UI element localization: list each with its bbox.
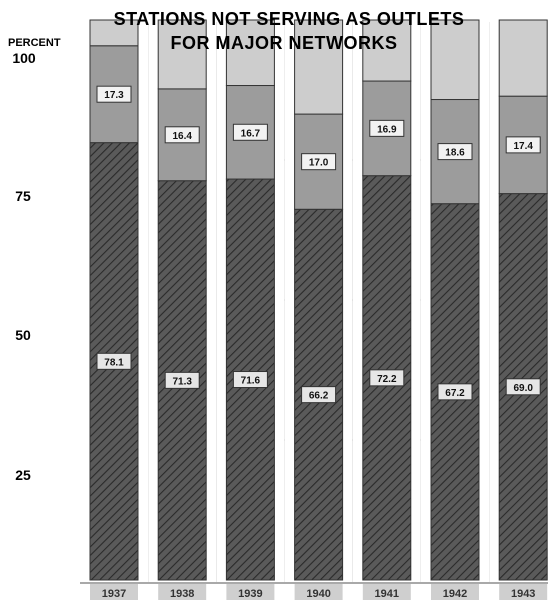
chart-title-line-1: STATIONS NOT SERVING AS OUTLETS (113, 9, 465, 29)
x-tick-label-1938: 1938 (170, 588, 194, 600)
data-label-1939-s2: 16.7 (241, 128, 261, 139)
data-label-1940-s2: 17.0 (309, 158, 329, 169)
data-label-box-1943-s2 (505, 136, 541, 154)
data-label-box-1941-s2 (369, 119, 405, 137)
y-tick-label-25: 25 (15, 467, 31, 483)
x-tick-box-1937 (90, 584, 138, 600)
bar-segment-1942-s3 (430, 19, 480, 101)
data-label-1943-s1: 69.0 (513, 383, 533, 394)
x-tick-label-1942: 1942 (443, 588, 467, 600)
x-tick-box-1942 (431, 584, 479, 600)
bar-segment-1938-s3 (157, 19, 207, 90)
data-label-box-1941-s1 (369, 369, 405, 387)
data-label-box-1937-s2 (96, 85, 132, 103)
data-label-1939-s1: 71.6 (241, 376, 261, 387)
bar-segment-1943-s3 (498, 19, 548, 97)
data-label-box-1938-s2 (164, 126, 200, 144)
x-tick-box-1938 (158, 584, 207, 600)
data-label-1942-s1: 67.2 (445, 388, 465, 399)
bar-segment-1939-s3 (225, 19, 275, 87)
x-tick-labels: 1937 1938 1939 1940 1941 1942 1943 (90, 584, 548, 600)
y-tick-label-100: 100 (12, 50, 36, 66)
bars: 78.1 17.3 71.3 16.4 71.6 16.7 66.2 17.0 72.2 16.9… (80, 19, 548, 582)
x-tick-label-1940: 1940 (306, 588, 330, 600)
y-tick-label-75: 75 (15, 188, 31, 204)
x-tick-box-1939 (226, 584, 275, 600)
y-tick-label-50: 50 (15, 327, 31, 343)
data-label-1938-s1: 71.3 (172, 376, 192, 387)
data-label-1940-s1: 66.2 (309, 391, 329, 402)
x-tick-label-1939: 1939 (238, 588, 262, 600)
x-tick-box-1940 (294, 584, 343, 600)
data-label-box-1937-s1 (96, 352, 132, 370)
data-label-box-1940-s2 (301, 153, 337, 171)
data-label-box-1943-s1 (505, 378, 541, 396)
data-label-box-1942-s1 (437, 383, 473, 401)
data-label-box-1942-s2 (437, 143, 473, 161)
data-label-box-1940-s1 (301, 386, 337, 404)
data-label-box-1939-s1 (232, 371, 268, 389)
data-label-box-1938-s1 (164, 371, 200, 389)
x-tick-label-1941: 1941 (375, 588, 399, 600)
data-label-1938-s2: 16.4 (172, 131, 192, 142)
chart-title-line-2: FOR MAJOR NETWORKS (170, 33, 398, 53)
bar-segment-1937-s3 (89, 19, 139, 47)
data-label-1941-s2: 16.9 (377, 124, 397, 135)
x-tick-label-1943: 1943 (511, 588, 535, 600)
data-label-1941-s1: 72.2 (377, 374, 397, 385)
data-label-1937-s2: 17.3 (104, 90, 124, 101)
data-label-1937-s1: 78.1 (104, 357, 124, 368)
data-label-box-1939-s2 (232, 123, 268, 141)
y-axis-label: PERCENT (8, 37, 61, 49)
data-label-1942-s2: 18.6 (445, 148, 465, 159)
x-tick-box-1941 (362, 584, 411, 600)
bar-segment-1941-s3 (362, 19, 412, 82)
x-tick-box-1943 (499, 584, 548, 600)
bar-segment-1940-s3 (294, 19, 344, 115)
data-label-1943-s2: 17.4 (513, 141, 533, 152)
x-tick-label-1937: 1937 (102, 588, 126, 600)
